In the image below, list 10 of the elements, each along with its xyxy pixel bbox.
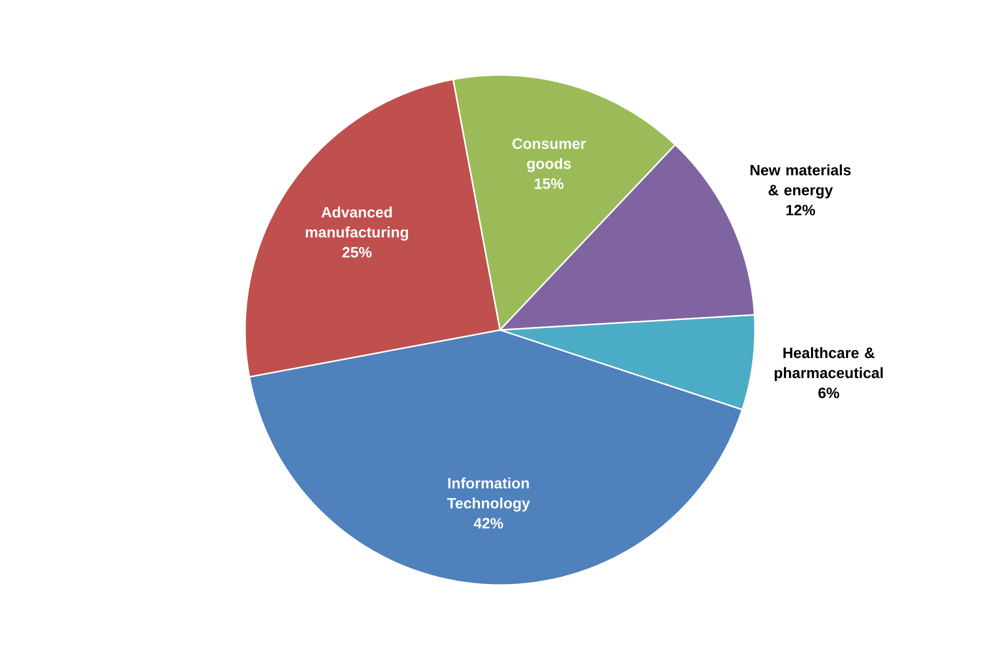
- data-label: 12%: [786, 204, 816, 216]
- slice-label: Advanced manufacturing: [306, 206, 408, 241]
- data-label: 6%: [818, 388, 840, 398]
- slice-label: New materials & energy: [750, 164, 851, 198]
- data-label: 42%: [474, 518, 504, 528]
- data-label: 15%: [534, 178, 564, 189]
- data-label: 25%: [342, 246, 372, 258]
- slice-label: Consumer goods: [512, 138, 586, 172]
- slice-label: Information Technology: [447, 478, 530, 512]
- slice-label: Healthcare & pharmaceutical: [774, 347, 883, 382]
